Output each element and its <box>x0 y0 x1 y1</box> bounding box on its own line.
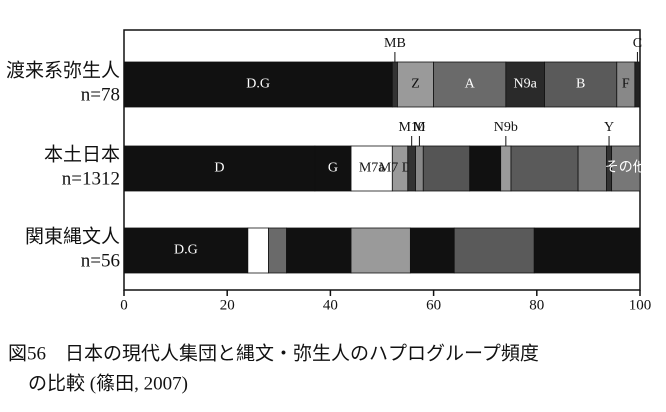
x-tick-label: 100 <box>629 297 652 313</box>
callout-label: N9b <box>494 120 518 135</box>
row-name: 本土日本 <box>44 143 120 165</box>
callout-label: Y <box>604 120 614 135</box>
callout-label: MB <box>384 36 406 51</box>
segment <box>123 227 249 274</box>
segment <box>500 145 512 192</box>
segment <box>286 227 352 274</box>
segment <box>510 145 579 192</box>
segment <box>123 145 316 192</box>
segment <box>391 61 398 108</box>
segment-label: A <box>465 77 476 92</box>
segment-label: D <box>214 161 224 176</box>
segment-label: G <box>328 161 338 176</box>
segment <box>268 227 287 274</box>
segment <box>350 145 393 192</box>
segment <box>533 227 641 274</box>
row-name: 渡来系弥生人 <box>6 59 120 81</box>
segment <box>314 145 352 192</box>
segment-label: F <box>622 77 630 92</box>
row-n: n=56 <box>81 250 120 271</box>
segment <box>407 145 416 192</box>
x-tick-label: 0 <box>120 297 128 313</box>
x-tick-label: 40 <box>323 297 338 313</box>
segment <box>409 227 455 274</box>
caption: 図56 日本の現代人集団と縄文・弥生人のハプログループ頻度 <box>8 342 539 364</box>
segment-label: M7a <box>359 161 385 176</box>
segment <box>433 61 507 108</box>
segment-label: D.G <box>174 243 198 258</box>
callout-label: M10 <box>398 120 424 135</box>
row-name: 関東縄文人 <box>25 225 120 247</box>
segment <box>634 61 641 108</box>
segment <box>247 227 269 274</box>
segment <box>123 61 393 108</box>
segment <box>397 61 435 108</box>
segment-label: D.G <box>246 77 270 92</box>
segment-label: その他 <box>605 160 647 176</box>
row-n: n=78 <box>81 84 120 105</box>
caption: の比較 (篠田, 2007) <box>28 372 188 394</box>
segment-label: B <box>576 77 585 92</box>
segment <box>611 145 641 192</box>
segment <box>422 145 471 192</box>
segment <box>544 61 618 108</box>
segment-label: Z <box>411 77 420 92</box>
segment <box>350 227 411 274</box>
callout-label: M <box>413 120 426 135</box>
segment <box>577 145 607 192</box>
segment-label: N9a <box>514 77 538 92</box>
row-n: n=1312 <box>62 168 120 189</box>
segment <box>415 145 424 192</box>
x-tick-label: 60 <box>426 297 441 313</box>
x-tick-label: 80 <box>529 297 544 313</box>
segment <box>453 227 535 274</box>
segment <box>505 61 545 108</box>
segment <box>469 145 502 192</box>
x-tick-label: 20 <box>220 297 235 313</box>
callout-label: C <box>633 36 642 51</box>
